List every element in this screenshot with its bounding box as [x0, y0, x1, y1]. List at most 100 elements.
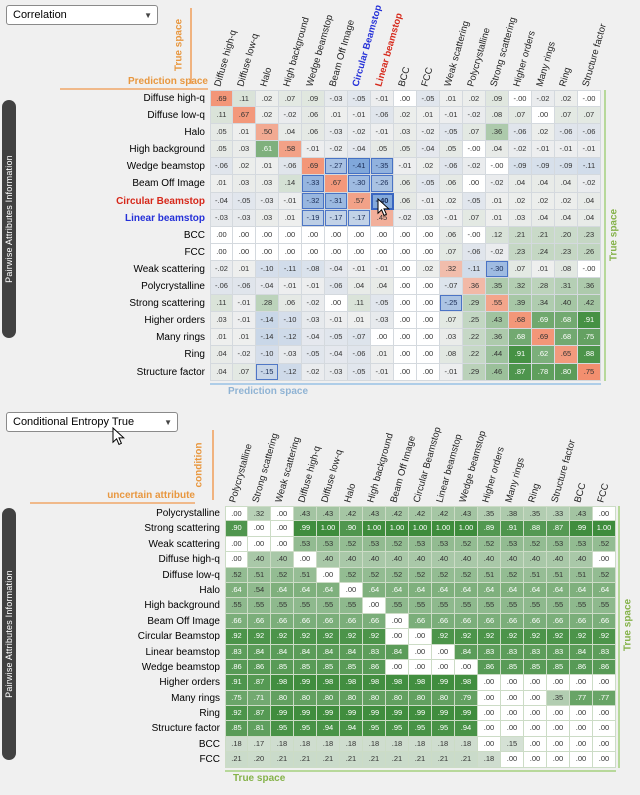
matrix-cell[interactable]: .00: [233, 243, 256, 261]
matrix-cell[interactable]: .02: [555, 192, 578, 210]
matrix-cell[interactable]: .85: [547, 659, 570, 676]
matrix-cell[interactable]: 1.00: [386, 521, 409, 537]
matrix-cell[interactable]: .92: [570, 629, 593, 645]
matrix-cell[interactable]: .88: [578, 346, 601, 364]
matrix-cell[interactable]: .00: [210, 243, 233, 261]
matrix-cell[interactable]: .06: [440, 226, 463, 244]
matrix-cell[interactable]: .85: [271, 659, 294, 676]
matrix-cell[interactable]: .88: [524, 521, 547, 537]
matrix-cell[interactable]: .64: [317, 582, 340, 599]
matrix-cell[interactable]: .53: [547, 536, 570, 553]
matrix-cell[interactable]: .90: [225, 521, 248, 537]
matrix-cell[interactable]: -.15: [256, 363, 279, 381]
matrix-cell[interactable]: .00: [225, 536, 248, 553]
matrix-cell[interactable]: .55: [570, 598, 593, 614]
matrix-cell[interactable]: -.03: [325, 90, 348, 108]
matrix-cell[interactable]: -.06: [210, 158, 233, 176]
matrix-cell[interactable]: -.02: [210, 260, 233, 279]
matrix-cell[interactable]: .00: [279, 226, 302, 244]
matrix-cell[interactable]: .53: [409, 536, 432, 553]
matrix-cell[interactable]: .99: [363, 706, 386, 722]
matrix-cell[interactable]: .40: [501, 552, 524, 568]
matrix-cell[interactable]: .66: [363, 613, 386, 630]
matrix-cell[interactable]: .09: [302, 90, 325, 108]
matrix-cell[interactable]: -.06: [555, 124, 578, 142]
matrix-cell[interactable]: .64: [294, 582, 317, 599]
matrix-cell[interactable]: 1.00: [455, 521, 478, 537]
matrix-cell[interactable]: .55: [225, 598, 248, 614]
matrix-cell[interactable]: .07: [440, 243, 463, 261]
matrix-cell[interactable]: .98: [340, 675, 363, 691]
matrix-cell[interactable]: .01: [371, 346, 394, 364]
matrix-cell[interactable]: .00: [371, 226, 394, 244]
matrix-cell[interactable]: .44: [486, 346, 509, 364]
matrix-cell[interactable]: .80: [386, 690, 409, 707]
matrix-cell[interactable]: .55: [478, 598, 501, 614]
matrix-cell[interactable]: .00: [371, 243, 394, 261]
matrix-cell[interactable]: .99: [432, 675, 455, 691]
matrix-cell[interactable]: -.01: [279, 278, 302, 296]
matrix-cell[interactable]: .83: [225, 644, 248, 660]
matrix-cell[interactable]: -.09: [509, 158, 532, 176]
matrix-cell[interactable]: .43: [570, 506, 593, 522]
matrix-cell[interactable]: .00: [409, 644, 432, 660]
matrix-cell[interactable]: .23: [555, 243, 578, 261]
matrix-cell[interactable]: .51: [294, 567, 317, 583]
matrix-cell[interactable]: .92: [593, 629, 616, 645]
matrix-cell[interactable]: .08: [486, 107, 509, 125]
matrix-cell[interactable]: .85: [294, 659, 317, 676]
matrix-cell[interactable]: -.33: [302, 175, 325, 193]
matrix-cell[interactable]: .25: [463, 312, 486, 330]
matrix-cell[interactable]: .85: [340, 659, 363, 676]
matrix-cell[interactable]: .32: [248, 506, 271, 522]
matrix-cell[interactable]: .00: [417, 278, 440, 296]
matrix-cell[interactable]: -.05: [463, 192, 486, 210]
matrix-cell[interactable]: .55: [271, 598, 294, 614]
matrix-cell[interactable]: -.30: [486, 260, 509, 279]
matrix-cell[interactable]: -.05: [302, 346, 325, 364]
matrix-cell[interactable]: .20: [248, 752, 271, 768]
matrix-cell[interactable]: .43: [455, 506, 478, 522]
matrix-cell[interactable]: .00: [570, 706, 593, 722]
matrix-cell[interactable]: .00: [432, 644, 455, 660]
matrix-cell[interactable]: .52: [593, 536, 616, 553]
matrix-cell[interactable]: .83: [363, 644, 386, 660]
matrix-cell[interactable]: .00: [302, 226, 325, 244]
matrix-cell[interactable]: -.14: [256, 312, 279, 330]
matrix-cell[interactable]: -.01: [371, 90, 394, 108]
matrix-cell[interactable]: .29: [463, 295, 486, 313]
matrix-cell[interactable]: .99: [271, 706, 294, 722]
matrix-cell[interactable]: .83: [524, 644, 547, 660]
matrix-cell[interactable]: .00: [524, 736, 547, 753]
matrix-cell[interactable]: -.04: [210, 192, 233, 210]
matrix-cell[interactable]: .00: [371, 329, 394, 347]
matrix-cell[interactable]: .06: [279, 295, 302, 313]
matrix-cell[interactable]: 1.00: [432, 521, 455, 537]
matrix-cell[interactable]: .95: [294, 721, 317, 737]
matrix-cell[interactable]: .92: [294, 629, 317, 645]
matrix-cell[interactable]: .98: [386, 675, 409, 691]
matrix-cell[interactable]: .02: [417, 260, 440, 279]
matrix-cell[interactable]: .52: [271, 567, 294, 583]
matrix-cell[interactable]: .11: [210, 295, 233, 313]
matrix-cell[interactable]: .00: [394, 243, 417, 261]
matrix-cell[interactable]: .92: [340, 629, 363, 645]
matrix-cell[interactable]: .83: [593, 644, 616, 660]
matrix-cell[interactable]: .99: [432, 706, 455, 722]
matrix-cell[interactable]: .55: [455, 598, 478, 614]
matrix-cell[interactable]: .02: [440, 192, 463, 210]
matrix-cell[interactable]: .04: [532, 175, 555, 193]
matrix-cell[interactable]: .02: [509, 192, 532, 210]
matrix-cell[interactable]: .00: [394, 329, 417, 347]
matrix-cell[interactable]: -.05: [371, 295, 394, 313]
matrix-cell[interactable]: .00: [271, 506, 294, 522]
matrix-cell[interactable]: 1.00: [593, 521, 616, 537]
matrix-cell[interactable]: .92: [547, 629, 570, 645]
matrix-cell[interactable]: .68: [555, 312, 578, 330]
matrix-cell[interactable]: .01: [233, 124, 256, 142]
matrix-cell[interactable]: -.01: [302, 278, 325, 296]
matrix-cell[interactable]: .05: [371, 141, 394, 159]
matrix-cell[interactable]: .00: [302, 243, 325, 261]
matrix-cell[interactable]: .21: [317, 752, 340, 768]
matrix-cell[interactable]: .95: [363, 721, 386, 737]
